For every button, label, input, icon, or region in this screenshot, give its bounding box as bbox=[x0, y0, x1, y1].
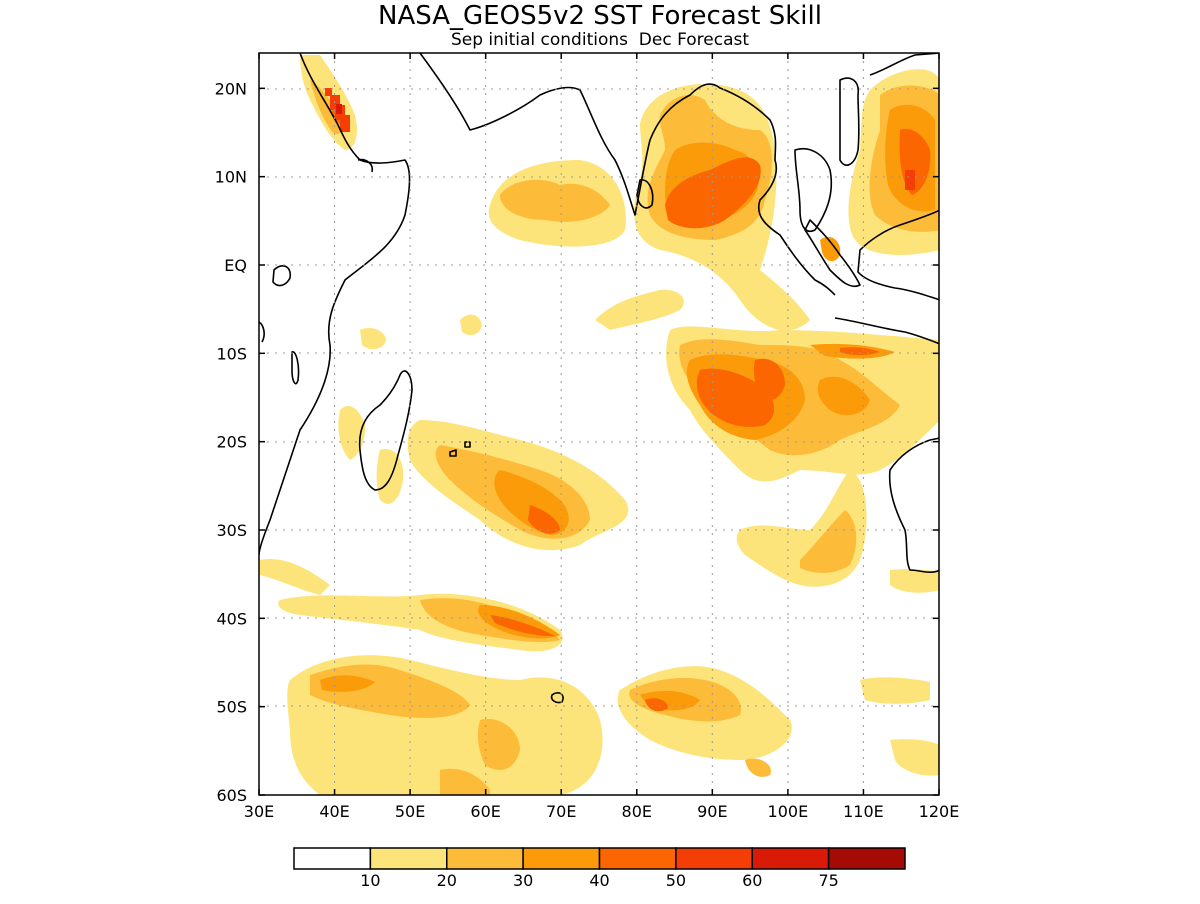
latitude-axis: 20N 10N EQ 10S 20S 30S 40S 50S 60S bbox=[215, 79, 939, 805]
legend-label: 60 bbox=[742, 871, 762, 890]
lat-tick-label: 10N bbox=[215, 168, 247, 187]
lon-tick-label: 80E bbox=[622, 802, 652, 821]
legend-swatch bbox=[675, 847, 753, 870]
plot-area bbox=[258, 52, 940, 796]
lat-tick-label: 60S bbox=[216, 786, 247, 805]
lon-tick-label: 70E bbox=[546, 802, 576, 821]
legend-label: 40 bbox=[589, 871, 609, 890]
plot-frame bbox=[258, 52, 940, 796]
lon-tick-label: 90E bbox=[697, 802, 727, 821]
legend-label: 75 bbox=[818, 871, 838, 890]
lat-tick-label: 10S bbox=[216, 344, 247, 363]
lat-tick-label: 20S bbox=[216, 433, 247, 452]
legend-swatch bbox=[827, 847, 906, 870]
map-title: NASA_GEOS5v2 SST Forecast Skill bbox=[378, 1, 822, 31]
lon-tick-label: 40E bbox=[319, 802, 349, 821]
legend-label: 10 bbox=[360, 871, 380, 890]
map-subtitle: Sep initial conditions Dec Forecast bbox=[451, 30, 749, 50]
skill-shading bbox=[259, 53, 939, 795]
legend-swatch bbox=[751, 847, 830, 870]
legend-label: 30 bbox=[513, 871, 533, 890]
legend-label: 20 bbox=[437, 871, 457, 890]
lon-tick-label: 110E bbox=[843, 802, 884, 821]
legend-swatch bbox=[446, 847, 524, 870]
legend-swatch bbox=[522, 847, 601, 870]
legend-label: 50 bbox=[666, 871, 686, 890]
coastlines bbox=[259, 53, 939, 704]
lon-tick-label: 60E bbox=[470, 802, 500, 821]
legend-swatch bbox=[598, 847, 677, 870]
lon-tick-label: 100E bbox=[768, 802, 809, 821]
longitude-axis: 30E 40E 50E 60E 70E 80E 90E 100E 110E 120E bbox=[244, 53, 960, 821]
lat-tick-label: 30S bbox=[216, 521, 247, 540]
skill-contour-40-50 bbox=[330, 99, 931, 712]
legend-swatch bbox=[293, 847, 372, 870]
lon-tick-label: 50E bbox=[395, 802, 425, 821]
graticule bbox=[259, 53, 939, 795]
lat-tick-label: 20N bbox=[215, 79, 247, 98]
lat-tick-label: EQ bbox=[224, 256, 247, 275]
lat-tick-label: 40S bbox=[216, 609, 247, 628]
color-legend: 10 20 30 40 50 60 75 bbox=[293, 847, 906, 890]
skill-contour-60-75 bbox=[336, 104, 342, 114]
lat-tick-label: 50S bbox=[216, 698, 247, 717]
lon-tick-label: 120E bbox=[919, 802, 960, 821]
lon-tick-label: 30E bbox=[244, 802, 274, 821]
legend-swatch bbox=[369, 847, 448, 870]
